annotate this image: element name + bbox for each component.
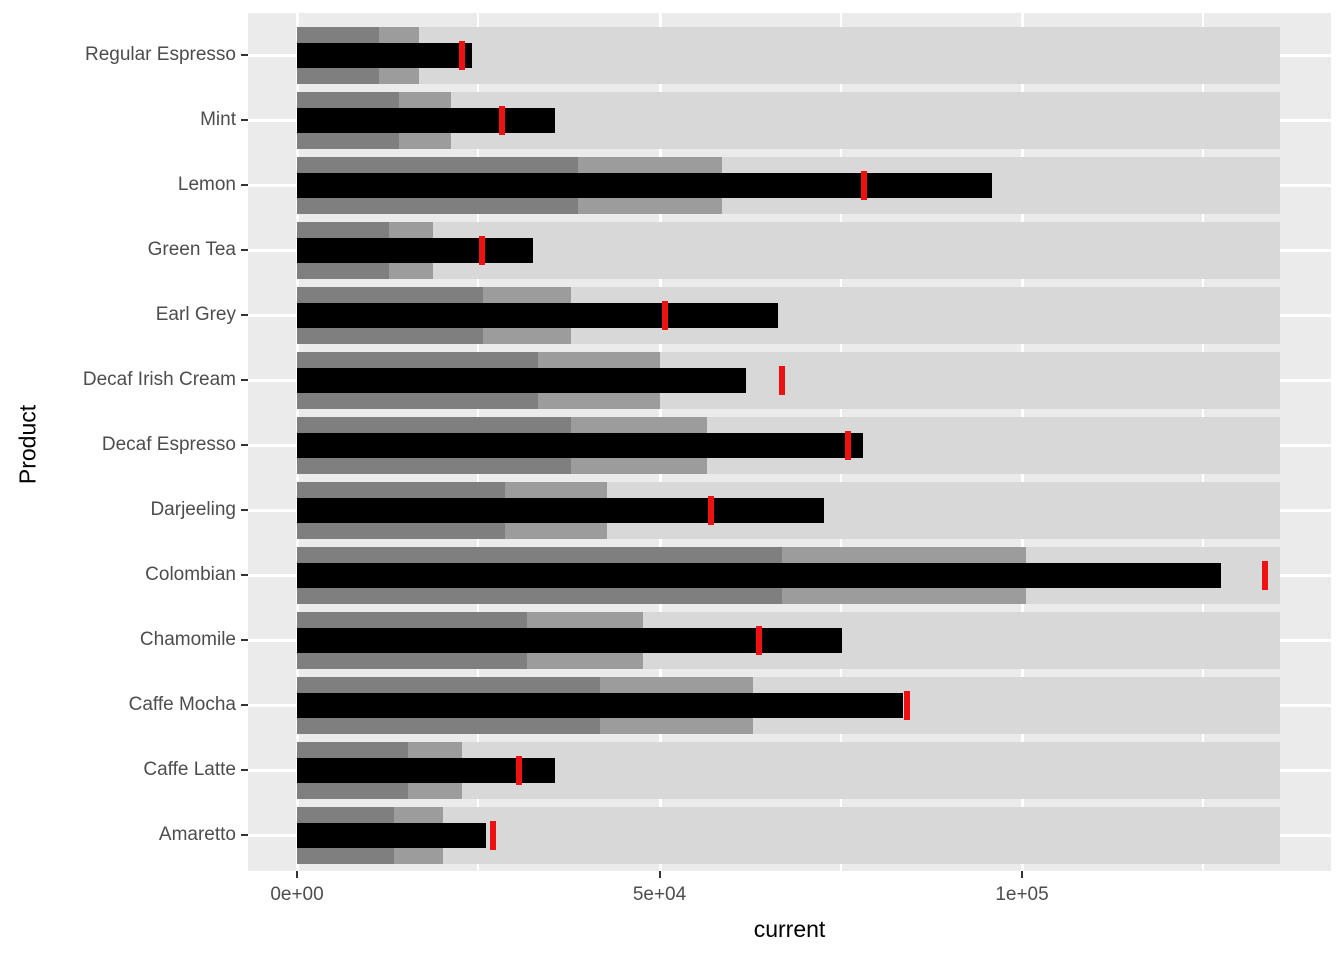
x-axis-tick	[296, 871, 298, 878]
target-tick	[707, 495, 714, 525]
y-axis-tick	[241, 249, 248, 251]
x-axis-label: 0e+00	[270, 884, 324, 905]
y-axis-label: Mint	[200, 109, 236, 130]
y-axis-tick	[241, 54, 248, 56]
target-tick	[860, 170, 867, 200]
y-axis-tick	[241, 769, 248, 771]
y-axis-label: Caffe Latte	[143, 759, 236, 780]
target-tick	[903, 690, 910, 720]
target-tick	[779, 365, 786, 395]
current-bar	[297, 42, 472, 68]
y-axis-label: Regular Espresso	[84, 44, 236, 65]
target-tick	[459, 40, 466, 70]
target-tick	[478, 235, 485, 265]
y-axis-tick	[241, 379, 248, 381]
y-axis-tick	[241, 834, 248, 836]
current-bar	[297, 367, 746, 393]
y-axis-label: Decaf Irish Cream	[82, 369, 236, 390]
current-bar	[297, 627, 843, 653]
y-axis-tick	[241, 639, 248, 641]
y-axis-tick	[241, 119, 248, 121]
current-bar	[297, 302, 778, 328]
target-tick	[1261, 560, 1268, 590]
y-axis-label: Green Tea	[147, 239, 236, 260]
y-axis-label: Darjeeling	[150, 499, 236, 520]
target-tick	[515, 755, 522, 785]
x-axis-title: current	[753, 916, 826, 942]
y-axis-tick	[241, 184, 248, 186]
current-bar	[297, 172, 993, 198]
current-bar	[297, 432, 864, 458]
current-bar	[297, 107, 556, 133]
target-tick	[845, 430, 851, 460]
y-axis-tick	[241, 314, 248, 316]
y-axis-label: Earl Grey	[155, 304, 236, 325]
y-axis-tick	[241, 509, 248, 511]
y-axis-title: Product	[14, 404, 41, 485]
current-bar	[297, 497, 825, 523]
y-axis-tick	[241, 704, 248, 706]
current-bar	[297, 562, 1221, 588]
y-axis-tick	[241, 444, 248, 446]
y-axis-tick	[241, 574, 248, 576]
y-axis-label: Caffe Mocha	[128, 694, 236, 715]
current-bar	[297, 237, 534, 263]
y-axis-label: Colombian	[145, 564, 236, 585]
target-tick	[499, 105, 506, 135]
x-axis-label: 5e+04	[632, 884, 687, 905]
target-tick	[489, 820, 496, 850]
x-axis-tick	[658, 871, 661, 878]
y-axis-label: Decaf Espresso	[101, 434, 236, 455]
y-axis-label: Amaretto	[158, 824, 236, 845]
x-axis-tick	[1021, 871, 1023, 878]
y-axis-label: Chamomile	[139, 629, 236, 650]
x-axis-label: 1e+05	[995, 884, 1049, 905]
current-bar	[297, 757, 556, 783]
current-bar	[297, 822, 487, 848]
y-axis-label: Lemon	[177, 174, 236, 195]
target-tick	[662, 300, 669, 330]
current-bar	[297, 692, 904, 718]
target-tick	[755, 625, 762, 655]
